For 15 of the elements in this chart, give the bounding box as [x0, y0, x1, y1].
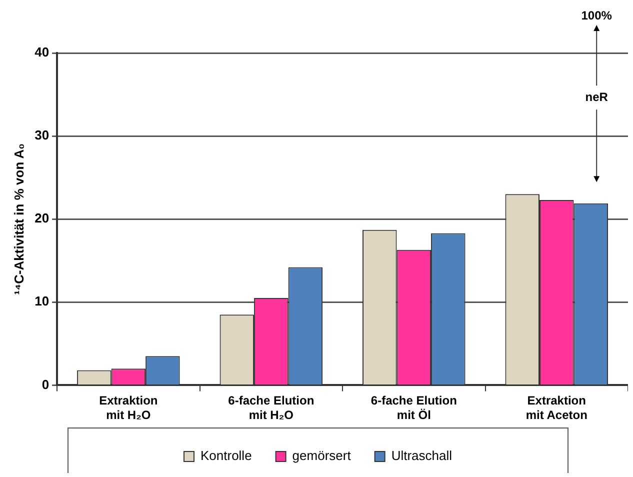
- legend-label: Kontrolle: [200, 448, 252, 464]
- x-tick-label: Extraktion mit Aceton: [526, 394, 588, 422]
- y-tick-label: 10: [34, 294, 50, 309]
- legend-label: gemörsert: [292, 448, 352, 464]
- y-tick-label: 40: [34, 44, 50, 60]
- y-tick-label: 30: [34, 128, 50, 143]
- text: 100%: [581, 8, 612, 22]
- y-axis-title: ¹⁴C-Aktivität in % von A₀: [11, 143, 26, 295]
- y-tick-label: 0: [42, 376, 50, 392]
- legend-label: Ultraschall: [391, 448, 452, 464]
- x-tick-label: 6-fache Elution mit H₂O: [228, 394, 314, 422]
- x-tick-label: Extraktion mit H₂O: [99, 394, 158, 422]
- annotation: neR: [585, 90, 608, 104]
- y-tick-label: 20: [34, 210, 50, 226]
- x-tick-label: 6-fache Elution mit Öl: [370, 394, 457, 422]
